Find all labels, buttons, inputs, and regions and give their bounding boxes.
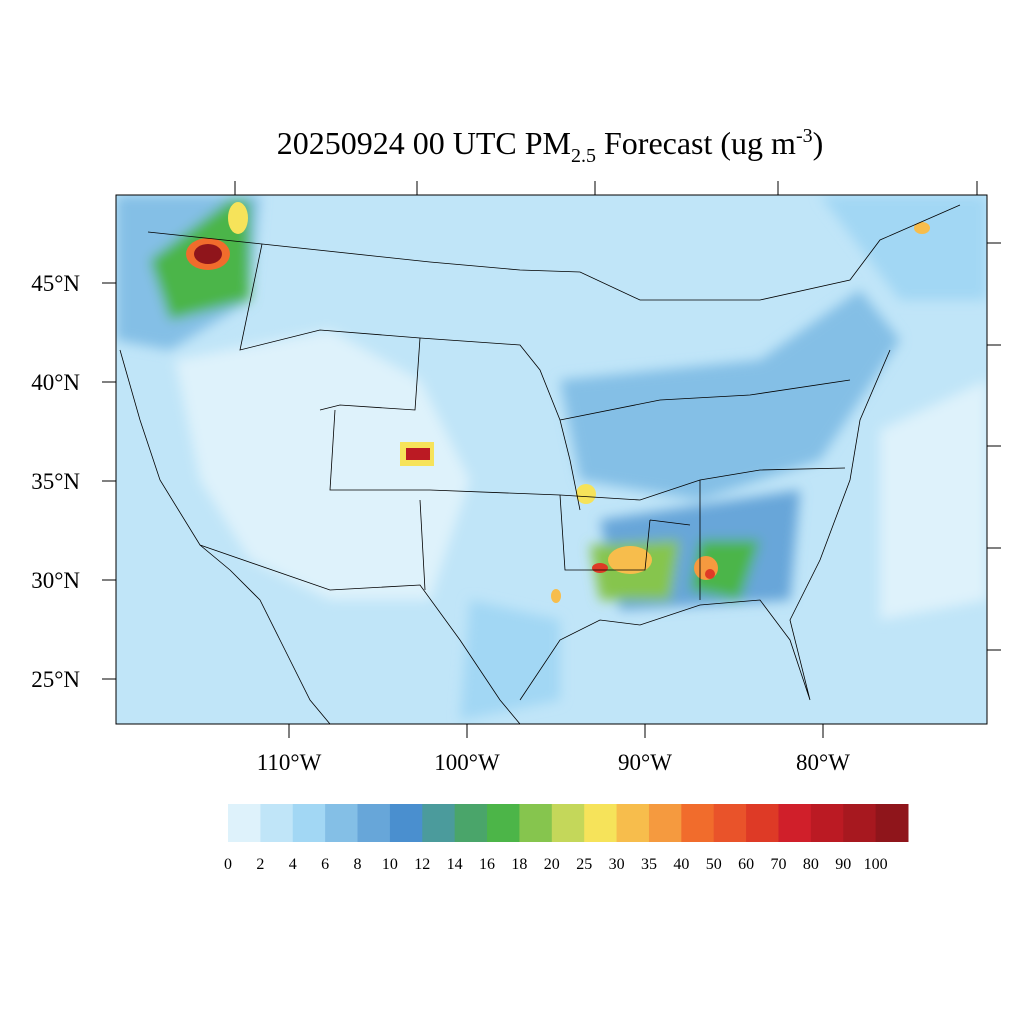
colorbar-box <box>584 804 618 842</box>
colorbar-label: 2 <box>256 856 264 873</box>
title-text: 20250924 00 UTC PM <box>277 125 571 161</box>
colorbar-label: 70 <box>770 856 786 873</box>
lat-label: 40°N <box>31 370 80 395</box>
hotspot <box>914 222 930 234</box>
colorbar-box <box>810 804 844 842</box>
map-field <box>116 195 987 724</box>
field-shading <box>116 195 987 720</box>
colorbar-box <box>616 804 650 842</box>
title-text: Forecast (ug m <box>596 125 796 161</box>
plume <box>194 244 222 264</box>
frame-ticks <box>234 181 1001 651</box>
lon-label: 80°W <box>796 750 850 775</box>
colorbar-box <box>681 804 715 842</box>
boundaries <box>119 204 961 724</box>
hotspot <box>406 448 430 460</box>
colorbar-box <box>228 804 261 842</box>
colorbar-box <box>357 804 391 842</box>
colorbar-label: 25 <box>576 856 592 873</box>
colorbar-box <box>843 804 877 842</box>
colorbar-box <box>487 804 520 842</box>
colorbar-label: 6 <box>321 856 329 873</box>
colorbar-label: 35 <box>641 856 657 873</box>
colorbar-box <box>292 804 326 842</box>
title-text: ) <box>813 125 824 161</box>
lon-label: 110°W <box>257 750 322 775</box>
hotspot <box>592 563 608 573</box>
colorbar-label: 80 <box>803 856 819 873</box>
colorbar-label: 10 <box>382 856 398 873</box>
lat-label: 30°N <box>31 568 80 593</box>
colorbar-box <box>746 804 779 842</box>
lat-label: 45°N <box>31 271 80 296</box>
colorbar-label: 100 <box>864 856 888 873</box>
lon-label: 90°W <box>618 750 672 775</box>
colorbar-label: 40 <box>673 856 689 873</box>
hotspot <box>551 589 561 603</box>
colorbar-box <box>778 804 812 842</box>
colorbar-box <box>260 804 294 842</box>
plume <box>228 202 248 234</box>
colorbar-label: 30 <box>609 856 625 873</box>
colorbar-box <box>389 804 423 842</box>
colorbar-box <box>875 804 909 842</box>
colorbar-box <box>519 804 553 842</box>
map-title: 20250924 00 UTC PM2.5 Forecast (ug m-3) <box>277 125 824 167</box>
colorbar-box <box>713 804 747 842</box>
colorbar-box <box>422 804 456 842</box>
colorbar-label: 20 <box>544 856 560 873</box>
colorbar-label: 12 <box>414 856 430 873</box>
colorbar-label: 14 <box>447 856 463 873</box>
colorbar-label: 0 <box>224 856 232 873</box>
lon-label: 100°W <box>434 750 500 775</box>
hotspot <box>705 569 715 579</box>
colorbar-label: 4 <box>289 856 297 873</box>
hotspot <box>576 484 596 504</box>
colorbar-box <box>325 804 359 842</box>
hotspot <box>608 546 652 574</box>
title-superscript: -3 <box>796 125 813 147</box>
colorbar-label: 18 <box>511 856 527 873</box>
lat-label: 35°N <box>31 469 80 494</box>
lat-label: 25°N <box>31 667 80 692</box>
colorbar-label: 16 <box>479 856 495 873</box>
colorbar-box <box>454 804 488 842</box>
colorbar-label: 50 <box>706 856 722 873</box>
colorbar-label: 8 <box>354 856 362 873</box>
colorbar-box <box>551 804 585 842</box>
colorbar-box <box>648 804 682 842</box>
colorbar-label: 90 <box>835 856 851 873</box>
colorbar-label: 60 <box>738 856 754 873</box>
title-subscript: 2.5 <box>571 145 596 167</box>
map-frame <box>115 194 988 725</box>
